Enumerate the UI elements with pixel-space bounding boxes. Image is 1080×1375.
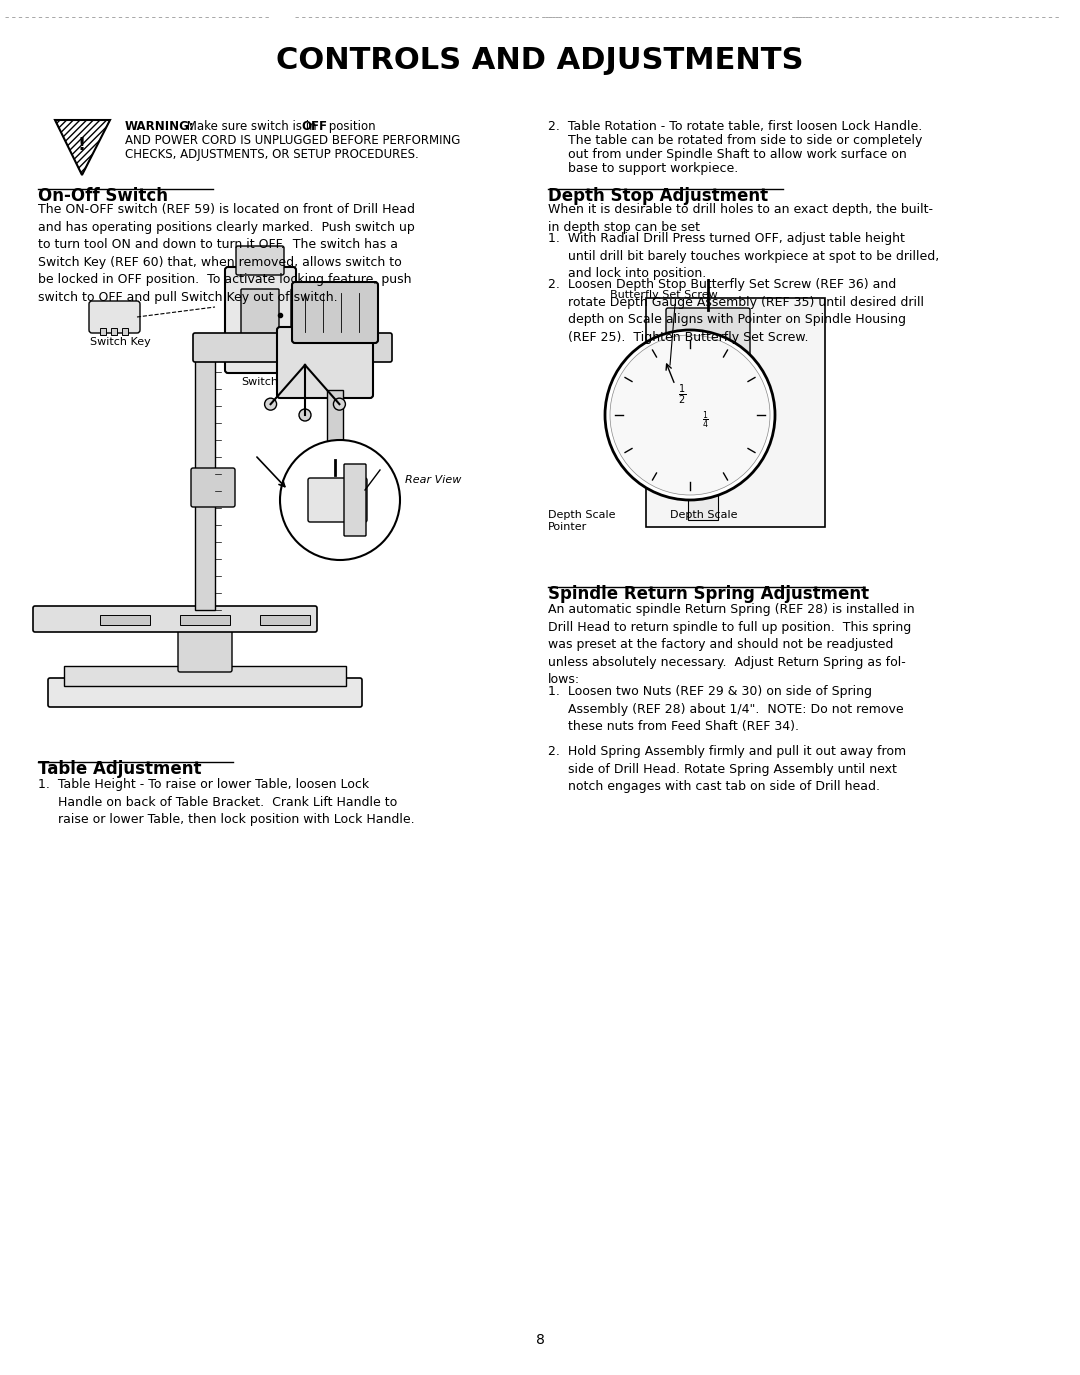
Text: OFF: OFF — [301, 120, 327, 133]
FancyBboxPatch shape — [33, 606, 318, 632]
Text: An automatic spindle Return Spring (REF 28) is installed in
Drill Head to return: An automatic spindle Return Spring (REF … — [548, 604, 915, 686]
Text: CONTROLS AND ADJUSTMENTS: CONTROLS AND ADJUSTMENTS — [276, 45, 804, 74]
Bar — [111, 329, 117, 336]
Bar — [260, 615, 310, 626]
Text: The ON-OFF switch (REF 59) is located on front of Drill Head
and has operating p: The ON-OFF switch (REF 59) is located on… — [38, 204, 415, 304]
FancyBboxPatch shape — [308, 478, 367, 522]
Text: $\frac{1}{2}$: $\frac{1}{2}$ — [678, 382, 686, 407]
Text: Switch Key: Switch Key — [90, 337, 150, 346]
Text: Switch: Switch — [242, 377, 279, 386]
FancyBboxPatch shape — [666, 308, 750, 367]
Text: 1.  With Radial Drill Press turned OFF, adjust table height
     until drill bit: 1. With Radial Drill Press turned OFF, a… — [548, 232, 940, 280]
Text: Depth Scale: Depth Scale — [670, 510, 738, 520]
Bar — [688, 309, 718, 520]
Text: 1.  Table Height - To raise or lower Table, loosen Lock
     Handle on back of T: 1. Table Height - To raise or lower Tabl… — [38, 778, 415, 826]
Text: position: position — [325, 120, 376, 133]
Text: Make sure switch is in: Make sure switch is in — [183, 120, 321, 133]
FancyBboxPatch shape — [291, 289, 305, 346]
Text: Spindle Return Spring Adjustment: Spindle Return Spring Adjustment — [548, 584, 869, 604]
Circle shape — [610, 336, 770, 495]
Text: Butterfly Set Screw: Butterfly Set Screw — [610, 290, 718, 300]
Text: The table can be rotated from side to side or completely: The table can be rotated from side to si… — [548, 133, 922, 147]
Text: !: ! — [78, 136, 86, 154]
Text: out from under Spindle Shaft to allow work surface on: out from under Spindle Shaft to allow wo… — [548, 148, 907, 161]
Circle shape — [299, 408, 311, 421]
Circle shape — [605, 330, 775, 500]
Circle shape — [280, 440, 400, 560]
Text: $\frac{1}{4}$: $\frac{1}{4}$ — [702, 410, 708, 430]
FancyBboxPatch shape — [193, 333, 392, 362]
Bar — [180, 615, 230, 626]
Bar — [327, 390, 343, 446]
Polygon shape — [55, 120, 110, 175]
FancyBboxPatch shape — [292, 282, 378, 342]
Circle shape — [265, 399, 276, 410]
Bar — [100, 329, 106, 336]
FancyBboxPatch shape — [191, 468, 235, 507]
FancyBboxPatch shape — [237, 246, 284, 275]
Text: Rear View: Rear View — [405, 474, 461, 485]
Text: 1.  Loosen two Nuts (REF 29 & 30) on side of Spring
     Assembly (REF 28) about: 1. Loosen two Nuts (REF 29 & 30) on side… — [548, 685, 904, 733]
FancyBboxPatch shape — [178, 628, 232, 672]
Text: When it is desirable to drill holes to an exact depth, the built-
in depth stop : When it is desirable to drill holes to a… — [548, 204, 933, 234]
Text: 8: 8 — [536, 1332, 544, 1348]
Text: 2.  Hold Spring Assembly firmly and pull it out away from
     side of Drill Hea: 2. Hold Spring Assembly firmly and pull … — [548, 745, 906, 793]
Circle shape — [334, 399, 346, 410]
FancyBboxPatch shape — [241, 289, 279, 356]
Text: 2.  Table Rotation - To rotate table, first loosen Lock Handle.: 2. Table Rotation - To rotate table, fir… — [548, 120, 922, 133]
FancyBboxPatch shape — [48, 678, 362, 707]
FancyBboxPatch shape — [345, 463, 366, 536]
Text: On-Off Switch: On-Off Switch — [38, 187, 168, 205]
FancyBboxPatch shape — [646, 298, 825, 527]
Bar — [122, 329, 129, 336]
Text: WARNING:: WARNING: — [125, 120, 194, 133]
FancyBboxPatch shape — [276, 327, 373, 397]
Text: Depth Stop Adjustment: Depth Stop Adjustment — [548, 187, 768, 205]
Bar — [323, 441, 347, 461]
Text: base to support workpiece.: base to support workpiece. — [548, 162, 739, 175]
Text: Table Adjustment: Table Adjustment — [38, 760, 202, 778]
Text: 2.  Loosen Depth Stop Butterfly Set Screw (REF 36) and
     rotate Depth Gauge A: 2. Loosen Depth Stop Butterfly Set Screw… — [548, 278, 924, 344]
Text: CHECKS, ADJUSTMENTS, OR SETUP PROCEDURES.: CHECKS, ADJUSTMENTS, OR SETUP PROCEDURES… — [125, 148, 419, 161]
FancyBboxPatch shape — [89, 301, 140, 333]
Text: Depth Scale
Pointer: Depth Scale Pointer — [548, 510, 616, 532]
FancyBboxPatch shape — [225, 267, 296, 373]
Text: AND POWER CORD IS UNPLUGGED BEFORE PERFORMING: AND POWER CORD IS UNPLUGGED BEFORE PERFO… — [125, 133, 460, 147]
FancyBboxPatch shape — [64, 666, 346, 686]
Bar — [100, 615, 150, 626]
Bar — [195, 355, 215, 610]
